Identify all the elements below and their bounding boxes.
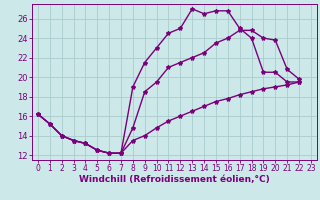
X-axis label: Windchill (Refroidissement éolien,°C): Windchill (Refroidissement éolien,°C)	[79, 175, 270, 184]
